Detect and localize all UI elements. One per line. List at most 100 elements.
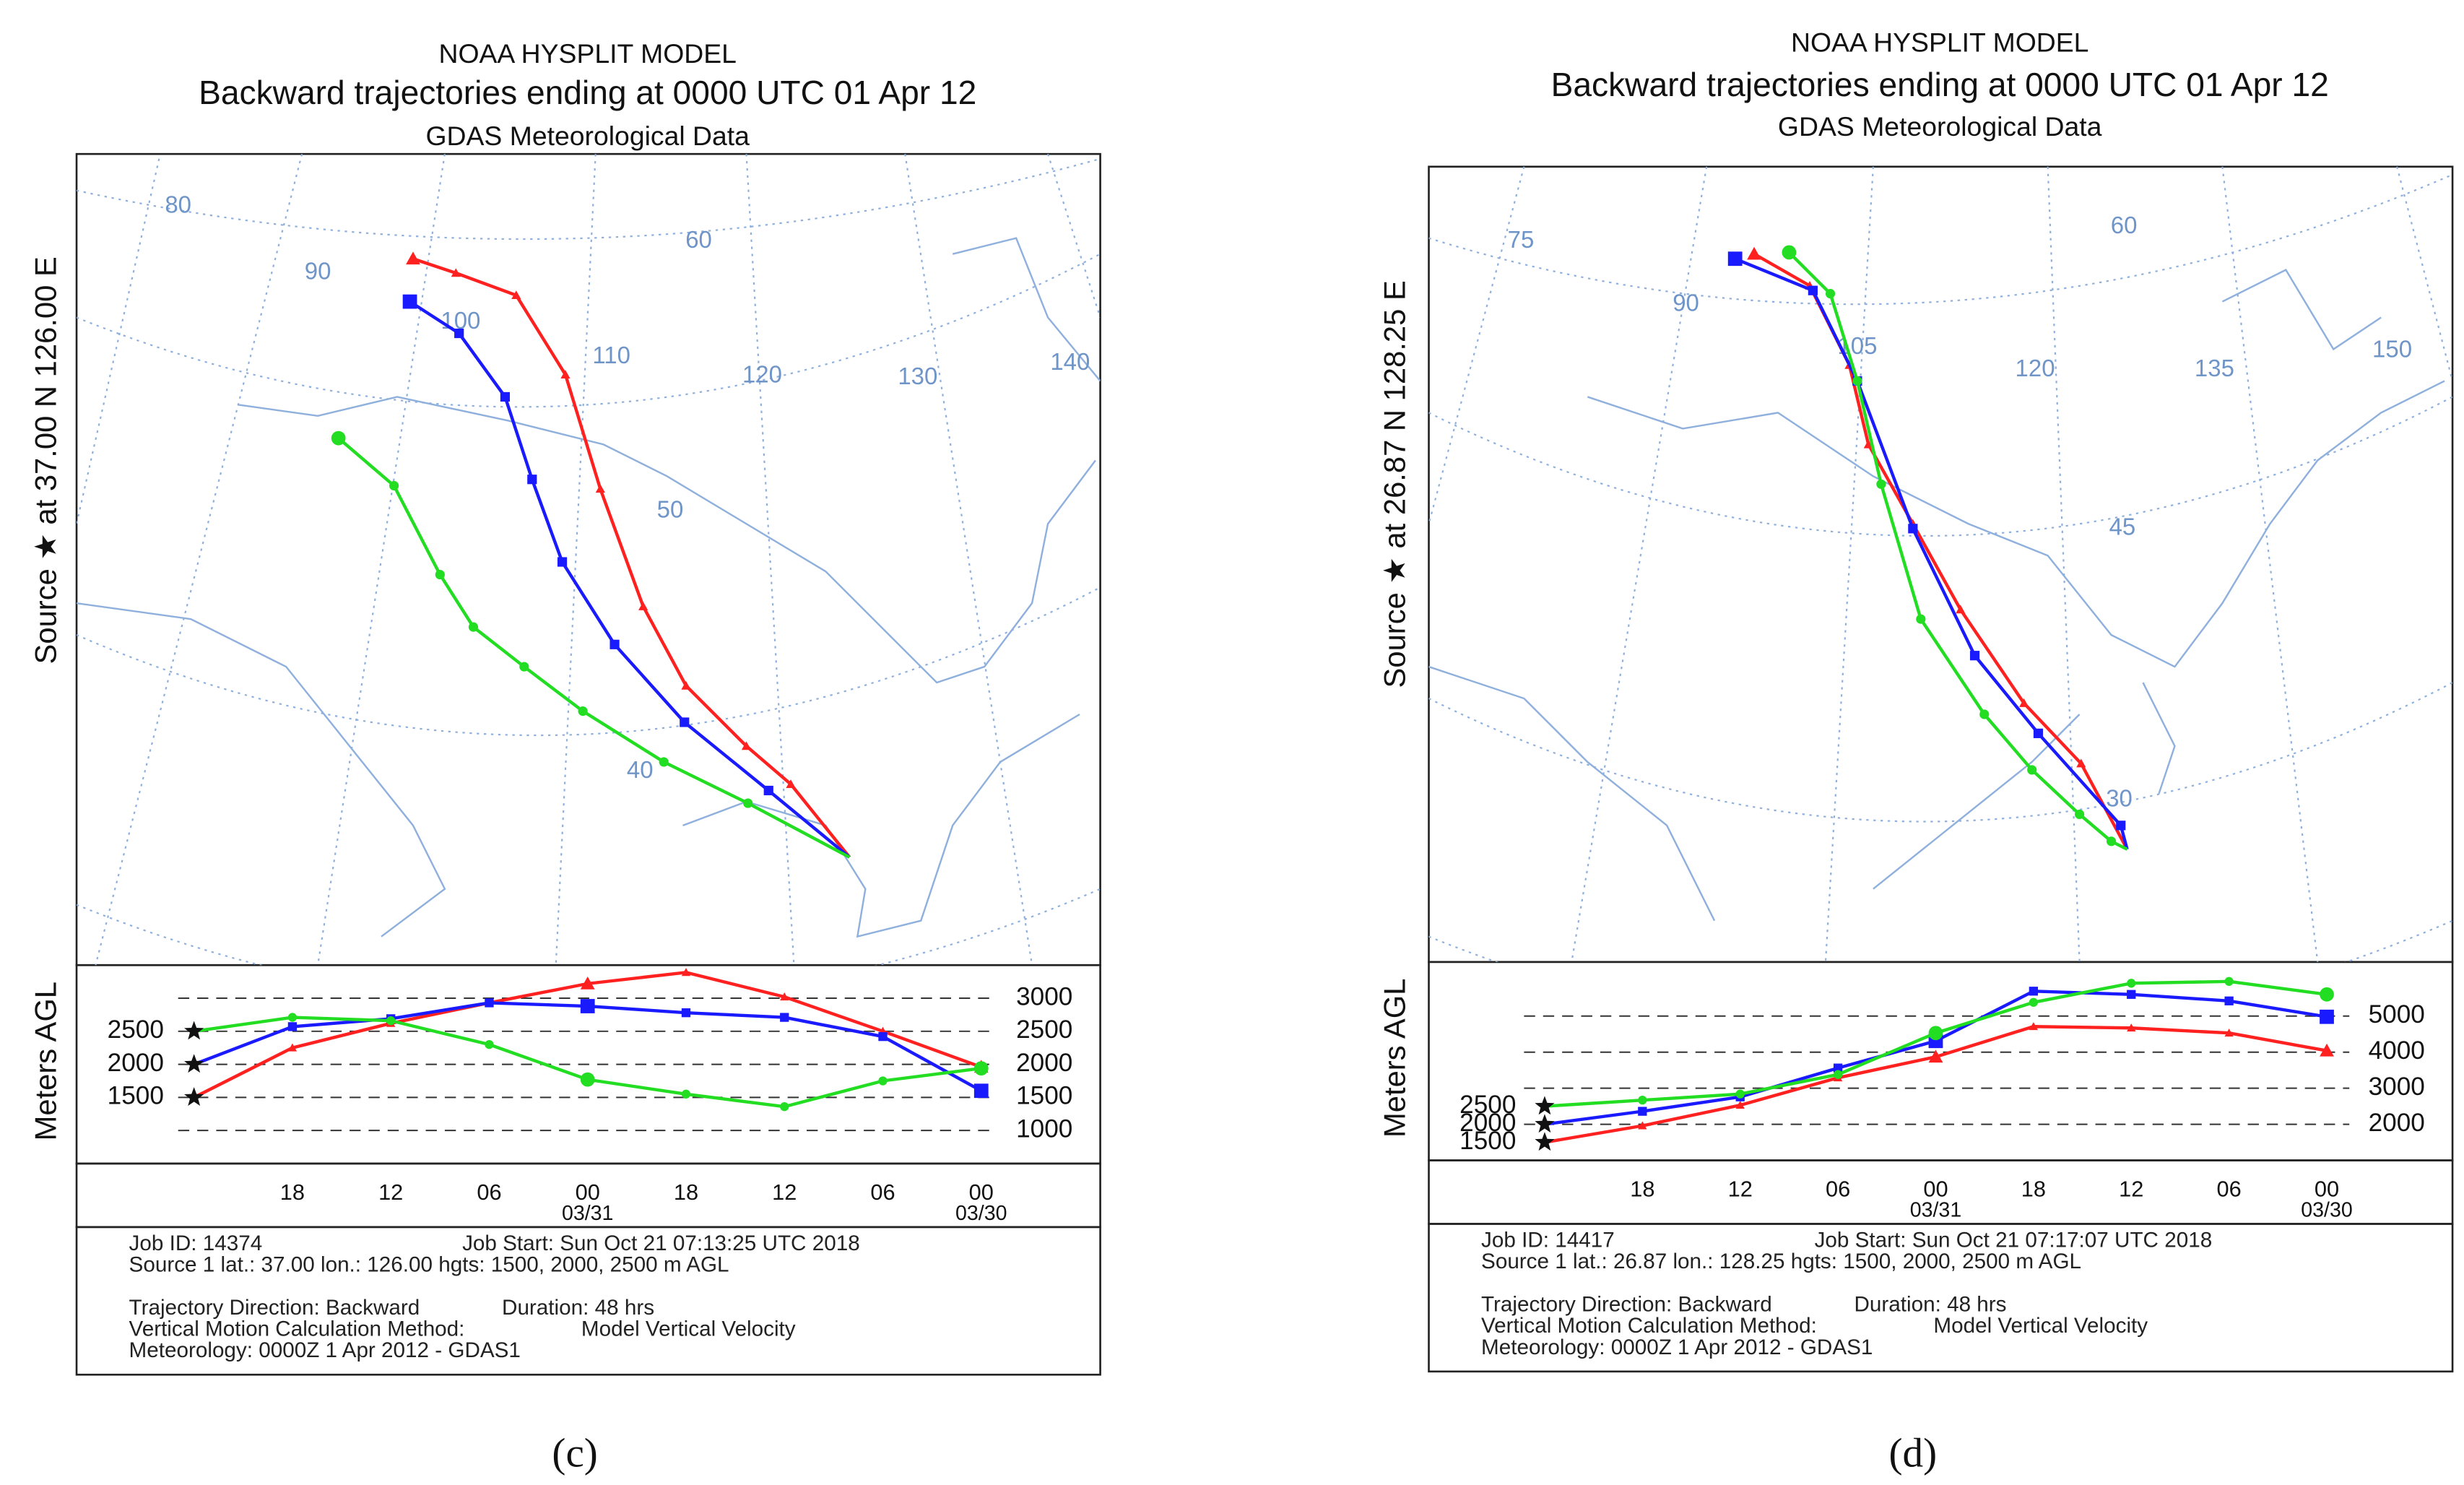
trajectory-marker	[638, 601, 648, 610]
x-tick-label: 18	[1630, 1176, 1654, 1201]
trajectory-marker	[454, 328, 464, 339]
footer-text: Model Vertical Velocity	[1933, 1314, 2148, 1338]
footer-text: Job ID: 14417	[1481, 1228, 1615, 1252]
y-tick-label: 3000	[1016, 982, 1072, 1010]
trajectory-marker	[527, 475, 537, 485]
y-tick-label: 2500	[1016, 1016, 1072, 1044]
trajectory-marker	[1852, 376, 1862, 386]
source-star	[1535, 1096, 1555, 1115]
map-label: 60	[2111, 212, 2138, 238]
profile-marker	[2224, 1029, 2234, 1037]
graticule	[1428, 166, 1525, 524]
x-tick-label: 12	[772, 1179, 797, 1205]
profile-marker	[681, 1008, 691, 1018]
profile-marker	[2127, 979, 2136, 988]
map-label: 80	[165, 191, 191, 217]
footer-text: Duration: 48 hrs	[1854, 1292, 2007, 1316]
map-label: 120	[742, 361, 782, 388]
chart-note: GDAS Meteorological Data	[425, 121, 750, 151]
source-star	[184, 1021, 204, 1040]
trajectory-marker	[1956, 605, 1966, 614]
profile-marker	[1928, 1049, 1943, 1063]
graticule	[1824, 166, 1874, 962]
profile-marker	[2127, 990, 2136, 999]
map-label: 45	[2109, 514, 2136, 540]
trajectory-marker	[500, 391, 511, 402]
x-tick-label: 12	[378, 1179, 403, 1205]
trajectory-marker	[595, 484, 605, 493]
trajectory	[1734, 257, 2129, 850]
map-frame	[1428, 165, 2454, 964]
map-label: 110	[592, 342, 630, 368]
footer-frame	[75, 1226, 1101, 1376]
profile-marker	[1638, 1095, 1647, 1105]
graticule	[1428, 396, 2453, 537]
profile-marker	[580, 999, 595, 1013]
profile-marker	[780, 992, 789, 1001]
graticule	[1428, 919, 2453, 962]
trajectory-marker	[2019, 698, 2029, 707]
graticule	[77, 253, 1101, 408]
trajectory-marker	[451, 268, 461, 277]
y-tick-label: 1000	[1016, 1114, 1072, 1143]
trajectory-marker	[511, 290, 521, 300]
x-tick-label: 06	[477, 1179, 501, 1205]
profile-marker	[2320, 1043, 2334, 1057]
start-height-label: 2500	[108, 1016, 164, 1044]
x-date-label: 03/30	[955, 1202, 1007, 1225]
chart-subtitle: Backward trajectories ending at 0000 UTC…	[1551, 66, 2329, 103]
y-axis-label: Meters AGL	[1378, 979, 1412, 1138]
trajectory-marker	[519, 662, 529, 672]
start-height-label: 2000	[108, 1049, 164, 1077]
map-label: 150	[2372, 335, 2412, 362]
trajectory-marker	[681, 680, 691, 690]
trajectory-marker	[560, 370, 571, 378]
profile-marker	[1735, 1089, 1745, 1099]
profile-marker	[287, 1043, 298, 1052]
x-tick-label: 06	[1826, 1176, 1850, 1201]
footer-text: Trajectory Direction: Backward	[129, 1296, 420, 1320]
map-label: 30	[2106, 784, 2133, 811]
trajectory	[412, 257, 851, 859]
graticule	[77, 157, 1101, 241]
x-tick-label: 12	[1728, 1176, 1753, 1201]
profile-marker	[287, 1022, 298, 1031]
profile-marker	[485, 998, 494, 1008]
graticule	[1428, 682, 2453, 823]
footer-text: Source 1 lat.: 26.87 lon.: 128.25 hgts: …	[1481, 1250, 2081, 1273]
trajectory-marker	[763, 785, 773, 796]
trajectory-marker	[557, 557, 568, 567]
profile-marker	[1638, 1121, 1647, 1130]
profile-marker	[681, 968, 691, 977]
trajectory-marker	[1916, 614, 1926, 624]
trajectory-marker	[1908, 524, 1918, 534]
source-star	[184, 1087, 204, 1106]
y-tick-label: 1500	[1016, 1082, 1072, 1110]
map-y-label: Source ★ at 26.87 N 128.25 E	[1378, 280, 1412, 688]
profile-marker	[2320, 987, 2334, 1002]
map-label: 40	[627, 756, 654, 783]
start-height-label: 2000	[1459, 1109, 1516, 1137]
trajectory-marker	[2106, 836, 2117, 847]
graticule	[2047, 166, 2081, 962]
map-label: 135	[2195, 355, 2234, 381]
coastline	[1428, 269, 2445, 922]
profile-marker	[287, 1013, 298, 1022]
x-tick-label: 00	[969, 1179, 994, 1205]
trajectory	[1787, 251, 2128, 851]
profile-marker	[2127, 1023, 2136, 1032]
trajectory-marker	[1727, 251, 1743, 267]
source-star	[184, 1054, 204, 1073]
profile-marker	[2029, 997, 2039, 1007]
profile-marker	[580, 976, 595, 990]
y-axis-label: Meters AGL	[29, 982, 63, 1140]
chart-title: NOAA HYSPLIT MODEL	[1791, 27, 2088, 57]
footer-text: Source 1 lat.: 37.00 lon.: 126.00 hgts: …	[129, 1253, 729, 1277]
trajectory-marker	[578, 706, 588, 716]
source-star	[1535, 1132, 1555, 1151]
trajectory-marker	[1825, 288, 1836, 299]
chart-title: NOAA HYSPLIT MODEL	[438, 38, 736, 69]
